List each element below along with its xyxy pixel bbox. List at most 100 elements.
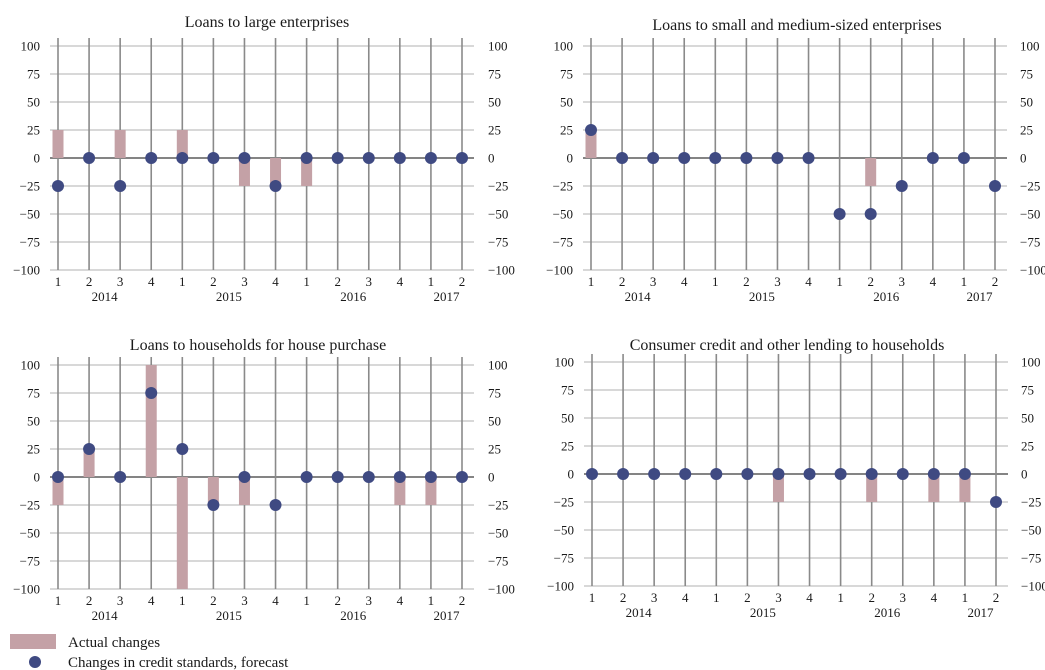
x-tick-label: 4 xyxy=(148,593,155,608)
y-tick-label-right: 75 xyxy=(1021,383,1034,398)
point-forecast-4 xyxy=(145,152,158,164)
y-tick-label-right: 100 xyxy=(1020,39,1040,54)
point-forecast-5 xyxy=(709,152,722,164)
point-forecast-6 xyxy=(207,152,220,164)
y-tick-label-left: −50 xyxy=(20,207,40,222)
x-tick-label: 3 xyxy=(900,590,907,605)
x-tick-label: 1 xyxy=(179,593,186,608)
point-forecast-10 xyxy=(331,471,344,483)
x-tick-label: 4 xyxy=(805,274,812,289)
x-tick-label: 2 xyxy=(743,274,750,289)
year-label: 2017 xyxy=(967,605,994,620)
x-tick-label: 4 xyxy=(681,274,688,289)
year-label: 2016 xyxy=(873,289,900,304)
point-forecast-1 xyxy=(52,180,64,192)
y-tick-label-left: 0 xyxy=(34,151,41,166)
x-tick-label: 2 xyxy=(86,274,93,289)
y-tick-label-right: 0 xyxy=(1020,151,1027,166)
year-label: 2014 xyxy=(92,289,119,304)
bar-actual-6 xyxy=(207,477,219,505)
point-forecast-7 xyxy=(238,471,251,483)
x-tick-label: 3 xyxy=(241,593,248,608)
point-forecast-5 xyxy=(710,468,723,480)
y-tick-label-right: −75 xyxy=(1021,551,1041,566)
legend-label-forecast: Changes in credit standards, forecast xyxy=(68,655,289,670)
x-tick-label: 1 xyxy=(962,590,969,605)
year-label: 2014 xyxy=(626,605,653,620)
x-tick-label: 2 xyxy=(868,590,875,605)
bar-actual-5 xyxy=(176,130,188,158)
x-tick-label: 3 xyxy=(651,590,658,605)
year-label: 2017 xyxy=(433,289,460,304)
chart-panel-4: Consumer credit and other lending to hou… xyxy=(547,337,1045,620)
x-tick-label: 4 xyxy=(806,590,813,605)
y-tick-label-right: 50 xyxy=(488,414,501,429)
y-tick-label-left: −100 xyxy=(13,582,40,597)
y-tick-label-right: 50 xyxy=(488,95,501,110)
x-tick-label: 1 xyxy=(836,274,843,289)
x-tick-label: 3 xyxy=(366,593,373,608)
y-tick-label-left: −100 xyxy=(546,263,573,278)
bar-actual-1 xyxy=(52,477,64,505)
y-tick-label-left: −25 xyxy=(554,495,574,510)
point-forecast-7 xyxy=(771,152,784,164)
y-tick-label-left: 50 xyxy=(561,411,574,426)
y-tick-label-left: −50 xyxy=(553,207,573,222)
point-forecast-11 xyxy=(895,180,908,192)
point-forecast-13 xyxy=(958,468,971,480)
y-tick-label-right: 50 xyxy=(1021,411,1034,426)
y-tick-label-left: −25 xyxy=(553,179,573,194)
point-forecast-12 xyxy=(926,152,939,164)
y-tick-label-left: 0 xyxy=(34,470,41,485)
y-tick-label-left: 0 xyxy=(567,151,574,166)
x-tick-label: 4 xyxy=(397,593,404,608)
y-tick-label-left: 25 xyxy=(561,439,574,454)
y-tick-label-left: 0 xyxy=(568,467,575,482)
point-forecast-11 xyxy=(896,468,909,480)
point-forecast-6 xyxy=(207,499,220,511)
year-label: 2016 xyxy=(340,608,367,623)
point-forecast-7 xyxy=(238,152,251,164)
y-tick-label-right: −50 xyxy=(1020,207,1040,222)
chart-panel-2: Loans to small and medium-sized enterpri… xyxy=(546,17,1045,304)
point-forecast-1 xyxy=(52,471,64,483)
y-tick-label-right: 0 xyxy=(1021,467,1028,482)
point-forecast-8 xyxy=(803,468,816,480)
year-label: 2014 xyxy=(92,608,119,623)
y-tick-label-left: 25 xyxy=(27,442,40,457)
point-forecast-8 xyxy=(269,499,282,511)
x-tick-label: 1 xyxy=(961,274,968,289)
y-tick-label-left: −100 xyxy=(547,579,574,594)
year-label: 2017 xyxy=(433,608,460,623)
bar-actual-12 xyxy=(928,474,940,502)
bar-actual-13 xyxy=(425,477,437,505)
y-tick-label-right: 25 xyxy=(1021,439,1034,454)
point-forecast-5 xyxy=(176,152,189,164)
y-tick-label-right: 75 xyxy=(488,386,501,401)
y-tick-label-left: −50 xyxy=(554,523,574,538)
y-tick-label-right: 25 xyxy=(1020,123,1033,138)
y-tick-label-right: 0 xyxy=(488,470,495,485)
point-forecast-14 xyxy=(990,496,1002,508)
point-forecast-11 xyxy=(362,471,375,483)
point-forecast-4 xyxy=(145,387,158,399)
x-tick-label: 2 xyxy=(334,274,341,289)
x-tick-label: 3 xyxy=(117,274,124,289)
point-forecast-12 xyxy=(927,468,940,480)
point-forecast-10 xyxy=(331,152,344,164)
y-tick-label-right: 75 xyxy=(488,67,501,82)
chart-title: Loans to large enterprises xyxy=(185,14,350,31)
legend-bar-swatch xyxy=(10,634,56,649)
x-tick-label: 1 xyxy=(713,590,720,605)
x-tick-label: 2 xyxy=(744,590,751,605)
y-tick-label-right: −50 xyxy=(1021,523,1041,538)
point-forecast-12 xyxy=(393,152,406,164)
x-tick-label: 2 xyxy=(334,593,341,608)
y-tick-label-left: 75 xyxy=(560,67,573,82)
x-tick-label: 1 xyxy=(837,590,844,605)
bar-actual-8 xyxy=(270,158,282,186)
y-tick-label-left: 75 xyxy=(27,67,40,82)
year-label: 2014 xyxy=(625,289,652,304)
point-forecast-11 xyxy=(362,152,375,164)
year-label: 2015 xyxy=(749,289,775,304)
